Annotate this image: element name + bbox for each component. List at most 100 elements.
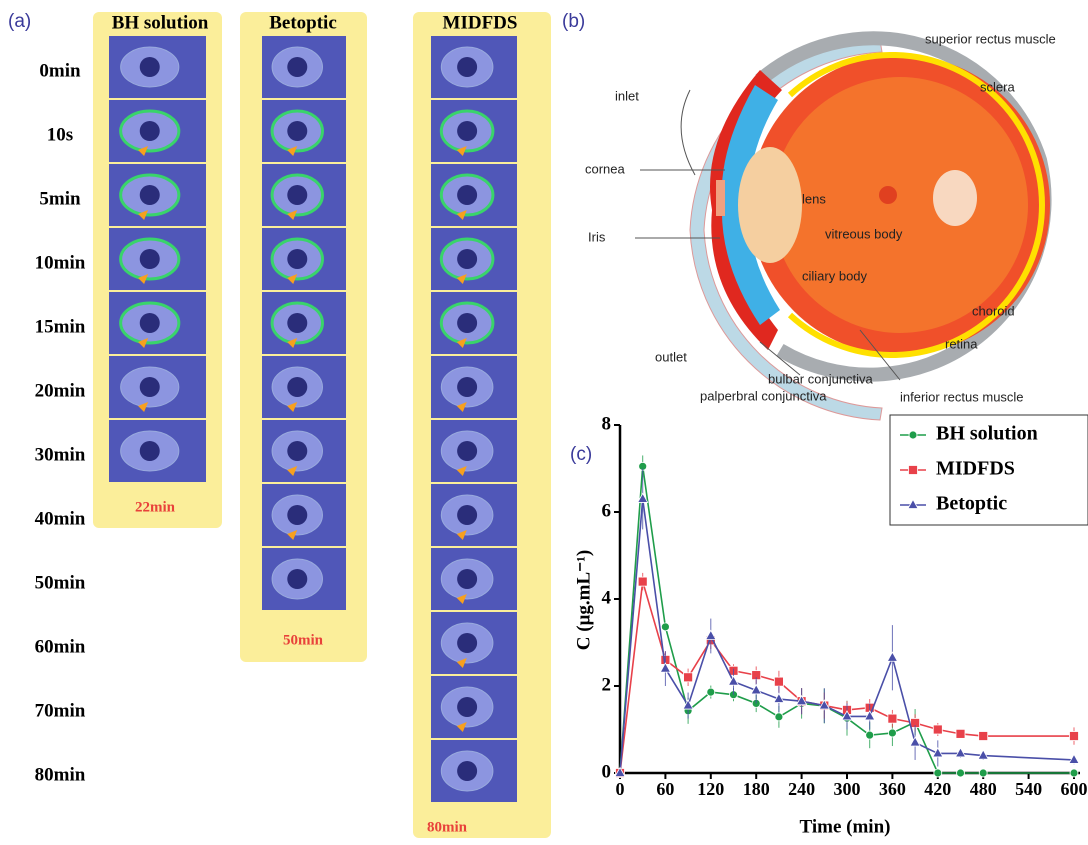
column-footer: 22min [135, 499, 176, 515]
pupil [140, 377, 160, 397]
fovea [879, 186, 897, 204]
label: cornea [585, 161, 626, 176]
label: vitreous body [825, 226, 903, 241]
marker [1069, 754, 1079, 763]
x-tick-label: 540 [1015, 779, 1042, 799]
row-label: 10min [35, 252, 86, 273]
marker [1070, 732, 1079, 741]
column-header: Betoptic [269, 12, 337, 33]
marker [707, 688, 715, 696]
y-tick-label: 8 [602, 413, 612, 434]
x-tick-label: 420 [924, 779, 951, 799]
x-tick-label: 120 [697, 779, 724, 799]
marker [934, 769, 942, 777]
pupil [457, 57, 477, 77]
pupil [287, 505, 307, 525]
legend-label: MIDFDS [936, 458, 1015, 480]
column-header: BH solution [112, 12, 209, 33]
row-label: 60min [35, 636, 86, 657]
marker [661, 623, 669, 631]
pupil [140, 441, 160, 461]
marker [706, 630, 716, 639]
x-tick-label: 0 [616, 779, 625, 799]
pupil [457, 441, 477, 461]
figure: (a) BH solution Betoptic MIDFDS 22min 50… [0, 0, 1088, 840]
marker [684, 673, 693, 682]
marker [887, 652, 897, 661]
lens [738, 147, 802, 263]
x-tick-label: 600 [1061, 779, 1088, 799]
marker [979, 769, 987, 777]
row-label: 50min [35, 572, 86, 593]
pupil [287, 249, 307, 269]
marker [956, 729, 965, 738]
marker [866, 731, 874, 739]
panel-label: (c) [570, 444, 592, 465]
y-tick-label: 0 [602, 761, 612, 782]
panel-label: (b) [562, 11, 585, 32]
x-tick-label: 360 [879, 779, 906, 799]
pupil [457, 121, 477, 141]
pupil [140, 57, 160, 77]
pupil [457, 185, 477, 205]
row-label: 5min [39, 188, 81, 209]
legend-label: Betoptic [936, 493, 1007, 515]
label: Iris [588, 229, 606, 244]
pupil [140, 185, 160, 205]
label: bulbar conjunctiva [768, 371, 874, 386]
label: superior rectus muscle [925, 31, 1056, 46]
x-tick-label: 240 [788, 779, 815, 799]
pupil [140, 313, 160, 333]
pupil [287, 569, 307, 589]
pupil [287, 377, 307, 397]
label: sclera [980, 79, 1015, 94]
pupil [287, 313, 307, 333]
x-tick-label: 180 [743, 779, 770, 799]
marker [683, 700, 693, 709]
legend-label: BH solution [936, 423, 1038, 445]
outlet [716, 180, 725, 216]
row-label: 80min [35, 764, 86, 785]
pupil [287, 185, 307, 205]
marker [729, 676, 739, 685]
pupil [457, 761, 477, 781]
pupil [457, 569, 477, 589]
row-label: 0min [39, 60, 81, 81]
x-tick-label: 480 [970, 779, 997, 799]
pupil [140, 249, 160, 269]
row-label: 70min [35, 700, 86, 721]
pupil [287, 121, 307, 141]
pupil [140, 121, 160, 141]
pupil [457, 249, 477, 269]
label: retina [945, 336, 978, 351]
marker [775, 713, 783, 721]
marker [909, 466, 918, 475]
row-label: 15min [35, 316, 86, 337]
row-labels: 0min10s5min10min15min20min30min40min50mi… [35, 60, 86, 785]
column-header: MIDFDS [443, 12, 518, 33]
label: choroid [972, 303, 1015, 318]
y-axis-label: C (μg.mL⁻¹) [573, 550, 594, 650]
row-label: 10s [47, 124, 73, 145]
column-footer: 50min [283, 632, 324, 648]
optic-disc [933, 170, 977, 226]
label: inferior rectus muscle [900, 389, 1024, 404]
pupil [457, 633, 477, 653]
y-tick-label: 6 [602, 500, 612, 521]
marker [1070, 769, 1078, 777]
row-label: 40min [35, 508, 86, 529]
y-tick-label: 2 [602, 674, 612, 695]
label: inlet [615, 88, 639, 103]
column-footer: 80min [427, 819, 468, 835]
pupil [457, 377, 477, 397]
x-tick-label: 60 [656, 779, 674, 799]
label: outlet [655, 349, 687, 364]
marker [888, 714, 897, 723]
marker [957, 769, 965, 777]
x-axis-label: Time (min) [800, 816, 891, 837]
label: lens [802, 191, 826, 206]
y-tick-label: 4 [602, 587, 612, 608]
pupil [457, 697, 477, 717]
pupil [287, 57, 307, 77]
